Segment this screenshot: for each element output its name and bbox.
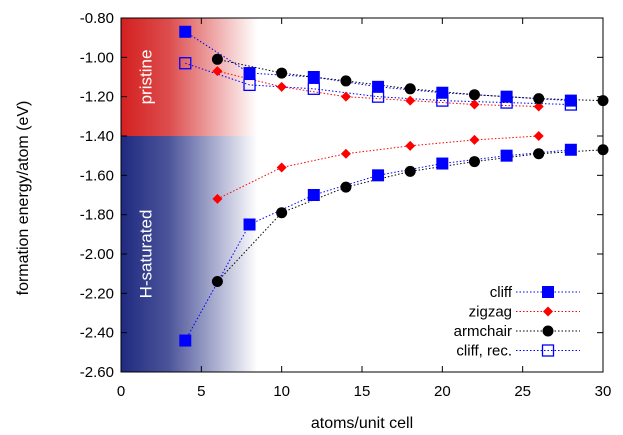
data-point [468, 89, 480, 101]
legend-marker [543, 306, 553, 317]
data-point [179, 334, 192, 347]
data-point [436, 86, 449, 99]
data-point [371, 90, 385, 103]
x-axis-label: atoms/unit cell [311, 415, 413, 432]
data-point [533, 131, 544, 141]
y-tick-label: -0.80 [80, 10, 114, 27]
x-tick-label: 15 [354, 383, 371, 400]
legend: cliff zigzag armchair cliff, rec. [454, 284, 580, 360]
data-point [372, 169, 385, 182]
legend-marker [542, 325, 554, 337]
data-point [243, 218, 256, 231]
x-tick-label: 30 [595, 383, 612, 400]
data-point [468, 156, 480, 168]
data-point [276, 67, 288, 79]
y-tick-label: -1.40 [80, 128, 114, 145]
y-tick-label: -2.20 [80, 285, 114, 302]
y-tick-label: -1.80 [80, 207, 114, 224]
data-point [436, 157, 449, 170]
legend-label: zigzag [469, 304, 512, 321]
y-axis-label: formation energy/atom (eV) [15, 101, 32, 296]
data-point [469, 134, 480, 145]
data-point [307, 82, 320, 95]
legend-label: armchair [454, 323, 512, 340]
data-point [533, 148, 545, 160]
data-point [597, 144, 609, 156]
data-point [340, 91, 351, 102]
y-tick-label: -1.20 [80, 89, 114, 106]
data-point [597, 95, 609, 107]
data-point [276, 81, 287, 92]
legend-marker [542, 286, 554, 298]
data-point [469, 99, 480, 110]
data-point [243, 78, 256, 92]
x-tick-label: 5 [197, 383, 205, 400]
series-line [217, 70, 539, 107]
data-point [564, 94, 577, 107]
data-point [212, 66, 223, 77]
data-point [404, 165, 416, 177]
series-markers [179, 25, 609, 347]
data-point [564, 98, 578, 111]
region-label-h-saturated: H-saturated [136, 210, 155, 299]
region-h-saturated [121, 136, 258, 372]
data-point [212, 193, 223, 204]
legend-label: cliff [490, 284, 513, 301]
legend-label: cliff, rec. [456, 343, 512, 360]
data-point [533, 101, 544, 112]
data-point [372, 80, 385, 93]
series-line [217, 58, 604, 102]
data-point [307, 189, 320, 201]
data-point [533, 93, 545, 105]
series-line [217, 135, 539, 200]
data-point [179, 57, 192, 70]
x-tick-label: 25 [514, 383, 531, 400]
y-tick-label: -2.40 [80, 325, 114, 342]
data-point [276, 207, 288, 219]
data-point [405, 140, 416, 151]
data-point [500, 96, 513, 109]
axis-ticks: 0 5 10 15 20 25 30 -0.80 -1.00 -1.20 -1.40 -1.60 -1.… [80, 10, 612, 400]
data-point [179, 25, 192, 38]
data-point [211, 53, 223, 65]
y-tick-label: -2.00 [80, 246, 114, 263]
background-regions: pristine H-saturated [121, 18, 258, 372]
y-tick-label: -1.00 [80, 49, 114, 66]
data-point [340, 181, 352, 193]
x-tick-label: 10 [273, 383, 290, 400]
x-tick-label: 20 [434, 383, 451, 400]
legend-marker [541, 344, 555, 357]
data-point [340, 148, 351, 159]
data-point [307, 71, 320, 83]
x-tick-label: 0 [117, 383, 125, 400]
data-point [500, 149, 513, 162]
data-point [405, 95, 416, 106]
data-point [211, 276, 223, 288]
data-point [276, 162, 287, 173]
data-point [404, 83, 416, 95]
region-label-pristine: pristine [136, 50, 155, 105]
y-tick-label: -2.60 [80, 364, 114, 381]
data-point [243, 67, 256, 80]
data-point [340, 75, 352, 87]
data-point [436, 94, 449, 107]
data-point [564, 143, 577, 156]
y-tick-label: -1.60 [80, 167, 114, 184]
